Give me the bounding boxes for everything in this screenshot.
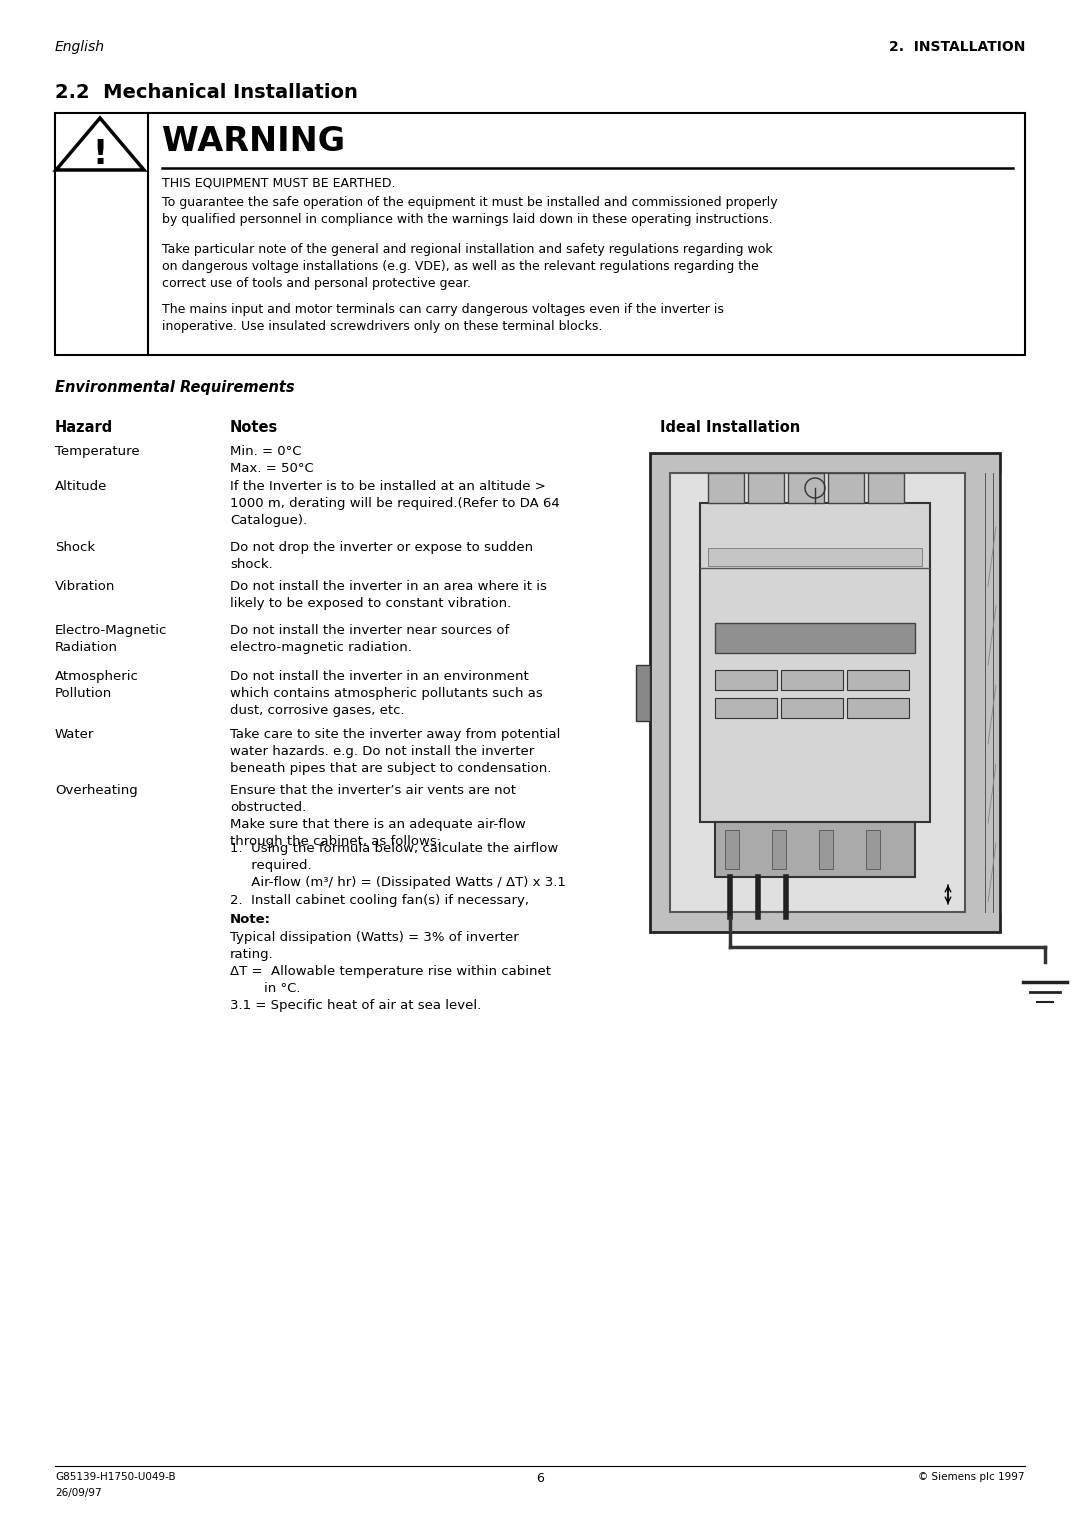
Bar <box>725 830 739 869</box>
Bar <box>650 452 1000 932</box>
Bar <box>819 830 833 869</box>
Text: 1.  Using the formula below, calculate the airflow
     required.
     Air-flow : 1. Using the formula below, calculate th… <box>230 842 566 889</box>
Text: Temperature: Temperature <box>55 445 139 458</box>
Text: 8888: 8888 <box>800 631 831 645</box>
Text: Notes: Notes <box>230 420 279 435</box>
Bar <box>636 665 650 721</box>
Bar <box>866 830 880 869</box>
Text: Ensure that the inverter’s air vents are not
obstructed.
Make sure that there is: Ensure that the inverter’s air vents are… <box>230 784 526 848</box>
Text: G85139-H1750-U049-B: G85139-H1750-U049-B <box>55 1471 176 1482</box>
Text: Ideal Installation: Ideal Installation <box>660 420 800 435</box>
Text: Do not drop the inverter or expose to sudden
shock.: Do not drop the inverter or expose to su… <box>230 541 534 571</box>
Text: Take care to site the inverter away from potential
water hazards. e.g. Do not in: Take care to site the inverter away from… <box>230 727 561 775</box>
Text: Altitude: Altitude <box>55 480 107 494</box>
Bar <box>715 822 915 877</box>
Bar <box>748 474 784 503</box>
Text: The mains input and motor terminals can carry dangerous voltages even if the inv: The mains input and motor terminals can … <box>162 303 724 333</box>
Bar <box>700 503 930 822</box>
Text: 160 mm: 160 mm <box>953 885 996 894</box>
Text: Do not install the inverter in an area where it is
likely to be exposed to const: Do not install the inverter in an area w… <box>230 581 546 610</box>
Text: 100 mm: 100 mm <box>953 461 996 472</box>
Bar <box>55 113 1025 354</box>
Bar <box>708 549 922 565</box>
Text: Water: Water <box>55 727 94 741</box>
Text: Atmospheric
Pollution: Atmospheric Pollution <box>55 669 139 700</box>
Text: Take particular note of the general and regional installation and safety regulat: Take particular note of the general and … <box>162 243 772 290</box>
Text: 2.  INSTALLATION: 2. INSTALLATION <box>889 40 1025 53</box>
Text: English: English <box>55 40 105 53</box>
Text: Min. = 0°C
Max. = 50°C: Min. = 0°C Max. = 50°C <box>230 445 314 475</box>
Bar <box>847 669 909 691</box>
Text: 26/09/97: 26/09/97 <box>55 1488 102 1497</box>
Bar <box>708 474 744 503</box>
Text: To guarantee the safe operation of the equipment it must be installed and commis: To guarantee the safe operation of the e… <box>162 196 778 226</box>
Text: Environmental Requirements: Environmental Requirements <box>55 380 295 396</box>
Text: 2.  Install cabinet cooling fan(s) if necessary,: 2. Install cabinet cooling fan(s) if nec… <box>230 894 529 908</box>
Bar <box>868 474 904 503</box>
Bar <box>828 474 864 503</box>
Text: 6: 6 <box>536 1471 544 1485</box>
Text: If the Inverter is to be installed at an altitude >
1000 m, derating will be req: If the Inverter is to be installed at an… <box>230 480 559 527</box>
Bar <box>670 474 966 912</box>
Bar <box>715 698 777 718</box>
Bar <box>781 698 843 718</box>
Text: 2.2  Mechanical Installation: 2.2 Mechanical Installation <box>55 83 357 102</box>
Text: Vibration: Vibration <box>55 581 116 593</box>
Text: !: ! <box>93 138 108 171</box>
Text: Shock: Shock <box>55 541 95 555</box>
Text: Overheating: Overheating <box>55 784 138 798</box>
Bar <box>847 698 909 718</box>
Text: Hazard: Hazard <box>55 420 113 435</box>
Text: © Siemens plc 1997: © Siemens plc 1997 <box>918 1471 1025 1482</box>
Text: WARNING: WARNING <box>162 125 346 157</box>
Bar <box>772 830 786 869</box>
Bar <box>715 669 777 691</box>
Text: Do not install the inverter in an environment
which contains atmospheric polluta: Do not install the inverter in an enviro… <box>230 669 543 717</box>
Text: Typical dissipation (Watts) = 3% of inverter
rating.
ΔT =  Allowable temperature: Typical dissipation (Watts) = 3% of inve… <box>230 931 551 1012</box>
Text: Electro-Magnetic
Radiation: Electro-Magnetic Radiation <box>55 623 167 654</box>
Bar <box>788 474 824 503</box>
Text: Note:: Note: <box>230 914 271 926</box>
Bar <box>781 669 843 691</box>
Text: THIS EQUIPMENT MUST BE EARTHED.: THIS EQUIPMENT MUST BE EARTHED. <box>162 176 395 189</box>
Text: Do not install the inverter near sources of
electro-magnetic radiation.: Do not install the inverter near sources… <box>230 623 510 654</box>
Text: SIEMENS: SIEMENS <box>796 552 834 561</box>
Bar <box>715 623 915 652</box>
